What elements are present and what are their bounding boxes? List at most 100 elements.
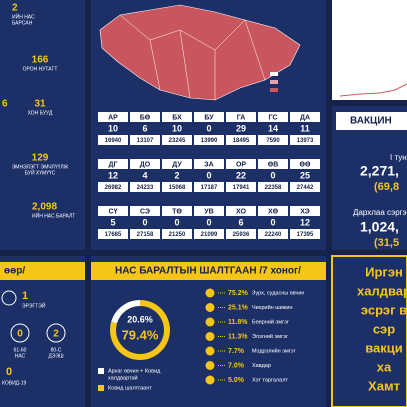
legend-box bbox=[270, 72, 278, 76]
dose1-pct: (69,8 bbox=[374, 181, 399, 193]
trend-chart-panel bbox=[332, 0, 407, 100]
code-cell bbox=[194, 112, 224, 122]
total: 15068 bbox=[169, 185, 186, 191]
total: 13990 bbox=[201, 138, 218, 144]
booster-value: 1,024, bbox=[360, 219, 399, 235]
age-value: 2 bbox=[53, 329, 59, 340]
total: 26982 bbox=[105, 185, 122, 191]
message-line: ха bbox=[377, 359, 392, 374]
stat-label: БУЙ ХҮМҮҮС bbox=[25, 168, 56, 176]
code-cell bbox=[162, 112, 192, 122]
total: 27158 bbox=[137, 232, 154, 238]
vaccine-header bbox=[336, 112, 407, 130]
donut-label: 79.4% bbox=[122, 327, 159, 342]
total: 17941 bbox=[233, 185, 250, 191]
total-cell bbox=[130, 182, 160, 192]
code-cell bbox=[98, 159, 128, 169]
message-border bbox=[331, 255, 407, 407]
deaths-title: өөр/ bbox=[4, 266, 25, 277]
total-cell bbox=[290, 135, 320, 145]
legend-box bbox=[270, 88, 278, 92]
message-panel bbox=[332, 256, 407, 407]
cases: 0 bbox=[174, 217, 179, 227]
cases: 4 bbox=[142, 170, 147, 180]
deaths-panel bbox=[0, 256, 85, 407]
cause-pct: 5.0% bbox=[228, 377, 245, 384]
trend-line bbox=[339, 83, 407, 97]
total: 24233 bbox=[137, 185, 154, 191]
code-cell bbox=[258, 112, 288, 122]
code: ӨВ bbox=[268, 161, 279, 168]
message-line: халдвар bbox=[357, 283, 407, 298]
code-cell bbox=[162, 206, 192, 216]
total-cell bbox=[194, 229, 224, 239]
cases: 6 bbox=[142, 123, 147, 133]
cases: 10 bbox=[172, 123, 182, 133]
total-cell bbox=[162, 229, 192, 239]
cases: 12 bbox=[108, 170, 118, 180]
message-line: сэр bbox=[373, 321, 395, 336]
booster-pct: (31,5 bbox=[374, 237, 399, 249]
code-cell bbox=[98, 206, 128, 216]
stat-label: ОРОН НУТАГТ bbox=[23, 66, 58, 72]
cause-label: Мэдрэлийн эмгэг bbox=[252, 347, 296, 354]
legend-label: Архаг өвчин + Ковид bbox=[108, 368, 161, 374]
cases: 29 bbox=[236, 123, 246, 133]
cases: 11 bbox=[300, 123, 310, 133]
stat-value: 31 bbox=[34, 99, 46, 110]
cases: 14 bbox=[268, 123, 278, 133]
booster-label: Дархлаа сэргээ bbox=[353, 208, 407, 217]
code: УВ bbox=[204, 208, 213, 215]
legend-swatch bbox=[98, 368, 104, 374]
total: 17395 bbox=[297, 232, 314, 238]
cases: 0 bbox=[270, 170, 275, 180]
male-label: ЭРЭГТЭЙ bbox=[22, 301, 46, 309]
code: АР bbox=[108, 114, 118, 121]
dose1-value: 2,271, bbox=[360, 163, 399, 179]
age-circle bbox=[10, 323, 30, 343]
stat-label: БАРСАН bbox=[12, 20, 33, 26]
total: 18495 bbox=[233, 138, 250, 144]
cases: 12 bbox=[300, 217, 310, 227]
message-line: Иргэн bbox=[365, 264, 403, 279]
age-circle bbox=[46, 323, 66, 343]
legend-box bbox=[270, 80, 278, 84]
total-cell bbox=[98, 135, 128, 145]
code-cell bbox=[194, 159, 224, 169]
total: 7590 bbox=[266, 138, 280, 144]
cases: 0 bbox=[270, 217, 275, 227]
total-cell bbox=[226, 182, 256, 192]
total: 23245 bbox=[169, 138, 186, 144]
male-value: 1 bbox=[22, 290, 28, 302]
code: ДА bbox=[300, 114, 310, 121]
total-cell bbox=[162, 182, 192, 192]
cases: 6 bbox=[238, 217, 243, 227]
total-cell bbox=[290, 182, 320, 192]
stat-value: 6 bbox=[2, 99, 8, 110]
code-cell bbox=[290, 159, 320, 169]
code: БУ bbox=[204, 114, 214, 121]
cause-icon bbox=[205, 317, 215, 327]
stat-label: ИЙН НАС bbox=[12, 12, 35, 20]
total: 17685 bbox=[105, 232, 122, 238]
code-cell bbox=[226, 206, 256, 216]
code-cell bbox=[226, 112, 256, 122]
cause-label: Зүрх, судасны өвчин bbox=[252, 290, 304, 296]
total-cell bbox=[194, 182, 224, 192]
cause-icon bbox=[205, 361, 215, 370]
cause-icon bbox=[205, 332, 215, 341]
total-cell bbox=[130, 135, 160, 145]
causes-title: НАС БАРАЛТЫН ШАЛТГААН /7 хоног/ bbox=[115, 266, 301, 277]
code: СЭ bbox=[140, 208, 150, 215]
message-line: Хамт bbox=[368, 378, 400, 393]
cases: 5 bbox=[110, 217, 115, 227]
age-label: ДЭЭШ bbox=[48, 353, 64, 359]
cause-icon bbox=[205, 303, 215, 312]
cause-pct: 7.7% bbox=[228, 348, 245, 355]
code-cell bbox=[98, 112, 128, 122]
person-icon bbox=[1, 290, 17, 306]
code-cell bbox=[290, 206, 320, 216]
total-cell bbox=[162, 135, 192, 145]
cause-icon bbox=[205, 375, 215, 385]
